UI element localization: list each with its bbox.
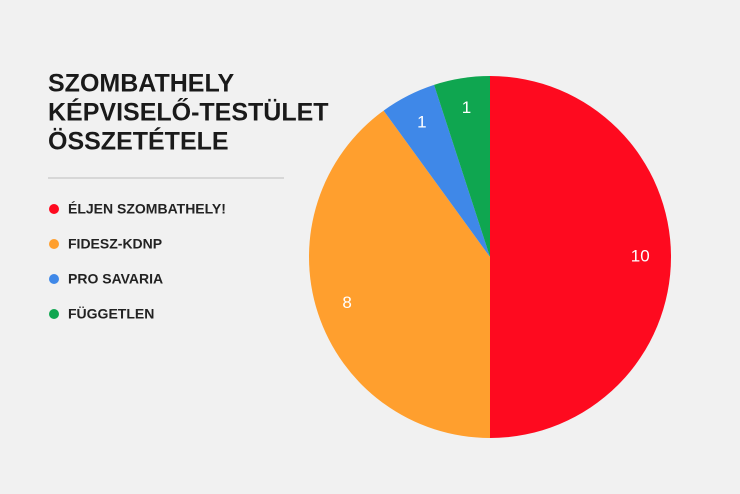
chart-title: KÉPVISELŐ-TESTÜLET: [48, 98, 329, 127]
pie-slice: [434, 76, 490, 257]
chart-title: ÖSSZETÉTELE: [48, 127, 229, 156]
value-label: 1: [417, 113, 426, 132]
legend-swatch: [49, 204, 59, 214]
pie-slice: [383, 84, 490, 258]
legend-swatch: [49, 309, 59, 319]
chart-title: SZOMBATHELY: [48, 70, 234, 98]
legend-label: PRO SAVARIA: [68, 271, 163, 287]
pie-slice: [309, 110, 490, 438]
value-label: 10: [631, 246, 650, 265]
legend-swatch: [49, 274, 59, 284]
legend-swatch: [49, 239, 59, 249]
value-label: 1: [462, 98, 471, 117]
pie-slice: [490, 76, 671, 438]
legend-label: FIDESZ-KDNP: [68, 236, 162, 252]
legend-label: ÉLJEN SZOMBATHELY!: [68, 201, 226, 217]
value-label: 8: [342, 293, 351, 312]
legend-label: FÜGGETLEN: [68, 306, 154, 322]
